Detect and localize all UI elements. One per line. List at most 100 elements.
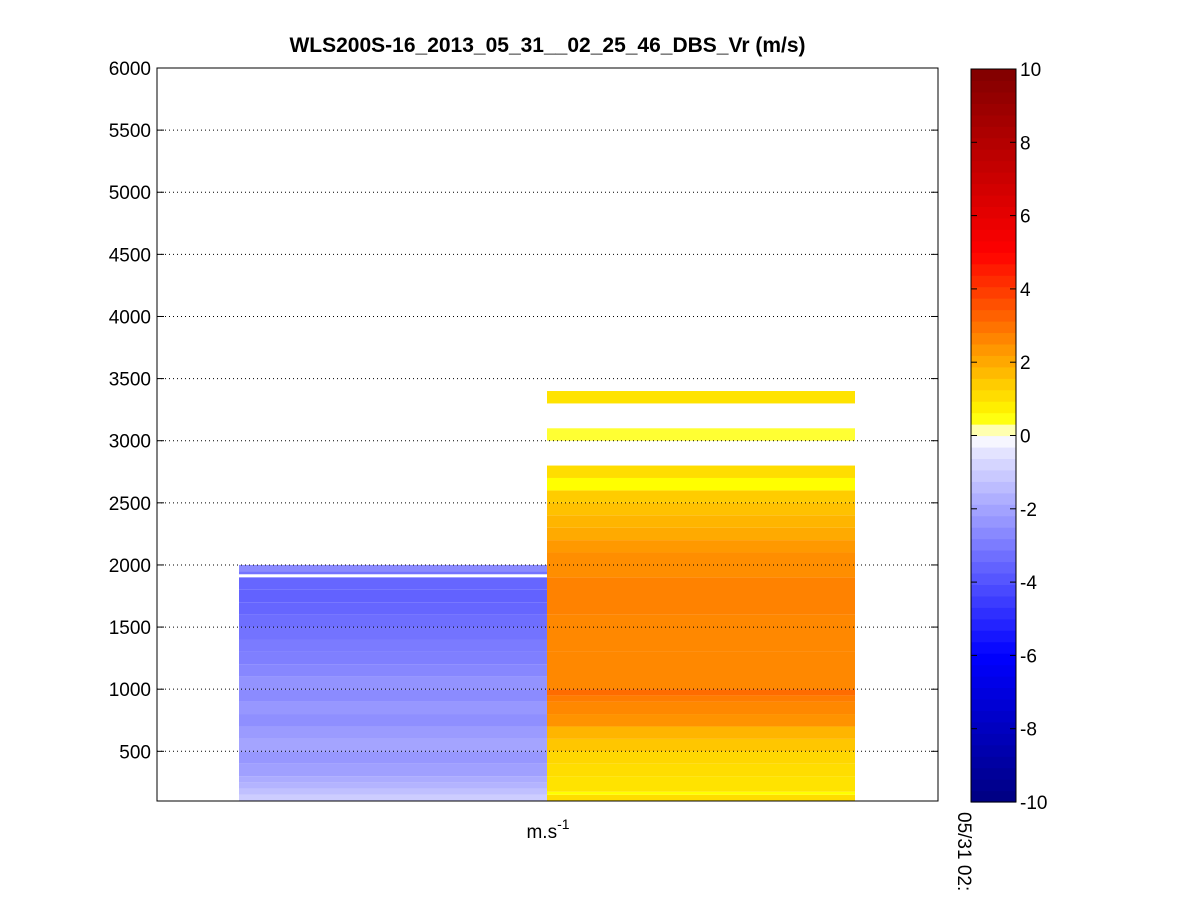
chart-title: WLS200S-16_2013_05_31__02_25_46_DBS_Vr (…: [289, 34, 805, 57]
y-tick-label: 6000: [109, 59, 151, 80]
colorbar-swatch: [971, 401, 1016, 414]
colorbar-tick-label: -4: [1020, 573, 1037, 594]
colorbar-swatch: [971, 630, 1016, 643]
data-cell: [547, 738, 855, 752]
data-column-2: [547, 391, 855, 801]
data-cell: [547, 763, 855, 777]
colorbar-swatch: [971, 721, 1016, 734]
colorbar-swatch: [971, 91, 1016, 104]
colorbar-swatch: [971, 756, 1016, 769]
data-cell: [547, 695, 855, 702]
colorbar-tick-label: 8: [1020, 133, 1031, 154]
y-tick-label: 5500: [109, 121, 151, 142]
colorbar-swatch: [971, 687, 1016, 700]
data-cell: [547, 391, 855, 404]
data-cell: [239, 701, 547, 715]
colorbar-swatch: [971, 446, 1016, 460]
colorbar-swatch: [971, 618, 1016, 631]
colorbar-swatch: [971, 424, 1016, 437]
data-cell: [239, 763, 547, 777]
data-cell: [547, 502, 855, 516]
y-tick-label: 3000: [109, 432, 151, 453]
colorbar-swatch: [971, 698, 1016, 711]
data-cell: [239, 577, 547, 590]
colorbar-swatch: [971, 389, 1016, 402]
colorbar-swatch: [971, 69, 1016, 82]
colorbar-swatch: [971, 710, 1016, 723]
data-cell: [547, 726, 855, 739]
colorbar-tick-label: -2: [1020, 500, 1037, 521]
colorbar-swatch: [971, 229, 1016, 242]
colorbar-swatch: [971, 80, 1016, 93]
data-cell: [239, 714, 547, 727]
colorbar-swatch: [971, 790, 1016, 803]
y-tick-label: 5000: [109, 183, 151, 204]
y-tick-label: 500: [119, 742, 151, 763]
colorbar-swatch: [971, 103, 1016, 116]
colorbar-swatch: [971, 572, 1016, 585]
x-axis-label-exponent: -1: [557, 816, 570, 832]
data-cell: [239, 651, 547, 665]
data-cell: [239, 776, 547, 783]
y-tick-label: 2000: [109, 556, 151, 577]
colorbar-swatch: [971, 504, 1016, 517]
data-cell: [547, 791, 855, 795]
colorbar-swatch: [971, 561, 1016, 574]
colorbar-tick-label: 2: [1020, 353, 1031, 374]
colorbar-swatch: [971, 653, 1016, 666]
data-cell: [547, 751, 855, 764]
data-cell: [239, 689, 547, 702]
data-cell: [239, 639, 547, 652]
colorbar-swatch: [971, 332, 1016, 345]
colorbar-swatch: [971, 286, 1016, 299]
colorbar-tick-label: 0: [1020, 427, 1031, 448]
data-cell: [239, 589, 547, 603]
colorbar-swatch: [971, 664, 1016, 677]
colorbar-swatch: [971, 458, 1016, 471]
colorbar-swatch: [971, 550, 1016, 563]
x-axis-label-base: m.s: [526, 822, 557, 843]
data-cell: [547, 465, 855, 478]
colorbar-swatch: [971, 492, 1016, 505]
data-cell: [239, 627, 547, 640]
colorbar-swatch: [971, 160, 1016, 173]
data-cell: [239, 614, 547, 628]
data-cell: [239, 782, 547, 789]
colorbar-swatch: [971, 263, 1016, 276]
data-cell: [239, 751, 547, 764]
y-tick-label: 1000: [109, 680, 151, 701]
colorbar-tick-label: 6: [1020, 207, 1031, 228]
colorbar-swatch: [971, 252, 1016, 265]
colorbar-swatch: [971, 527, 1016, 540]
colorbar-swatch: [971, 149, 1016, 162]
colorbar-swatch: [971, 733, 1016, 746]
colorbar: -10 -8 -6 -4 -2 0 2 4 6 8 10: [970, 60, 1047, 814]
data-cell: [547, 490, 855, 503]
data-cell: [547, 428, 855, 441]
data-cell: [239, 664, 547, 677]
colorbar-swatch: [971, 355, 1016, 368]
data-cell: [547, 477, 855, 491]
colorbar-swatch: [971, 412, 1016, 425]
plot-area: 500 1000 1500 2000 2500 3000 3500 4000 4500 5000 5…: [109, 59, 939, 802]
colorbar-swatch: [971, 275, 1016, 288]
colorbar-swatch: [971, 779, 1016, 792]
colorbar-swatch: [971, 481, 1016, 494]
colorbar-swatch: [971, 240, 1016, 253]
colorbar-swatch: [971, 172, 1016, 185]
colorbar-swatch: [971, 206, 1016, 219]
colorbar-swatch: [971, 607, 1016, 620]
colorbar-swatch: [971, 584, 1016, 597]
data-cell: [239, 676, 547, 690]
colorbar-swatch: [971, 767, 1016, 780]
data-cell: [547, 714, 855, 727]
colorbar-swatch: [971, 309, 1016, 322]
data-cell: [239, 794, 547, 801]
colorbar-swatch: [971, 137, 1016, 150]
data-cell: [547, 776, 855, 792]
colorbar-swatch: [971, 676, 1016, 689]
colorbar-tick-label: -10: [1020, 793, 1047, 814]
colorbar-swatch: [971, 595, 1016, 608]
